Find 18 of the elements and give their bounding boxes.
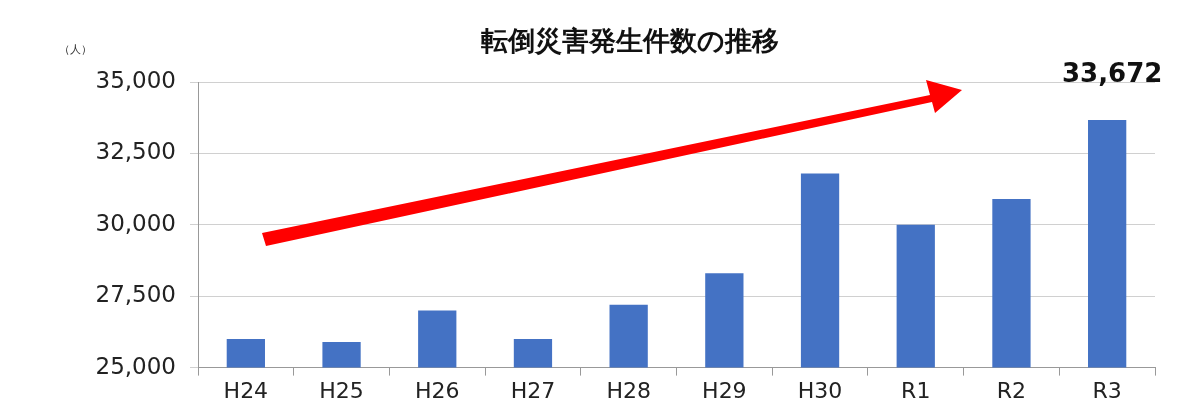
x-tick-label: R1: [901, 377, 931, 403]
y-tick-label: 32,500: [95, 138, 176, 165]
x-tick-label: R3: [1092, 377, 1122, 403]
y-tick-label: 27,500: [95, 281, 176, 308]
x-tick-label: R2: [996, 377, 1027, 403]
x-tick-label: H25: [319, 377, 364, 403]
data-label: 33,672: [1061, 57, 1163, 88]
x-tick-label: H27: [510, 377, 556, 403]
x-tick-label: H26: [414, 377, 460, 403]
x-tick-label: H30: [797, 377, 843, 403]
x-tick-label: H28: [606, 377, 651, 403]
y-tick-label: 30,000: [95, 209, 176, 236]
x-tick-label: H29: [702, 377, 747, 403]
y-tick-label: 35,000: [95, 66, 176, 93]
y-tick-label: 25,000: [95, 352, 176, 379]
y-axis-title: （人）: [58, 43, 92, 57]
x-tick-label: H24: [223, 377, 269, 403]
chart-title: 転倒災害発生件数の推移: [481, 24, 779, 56]
